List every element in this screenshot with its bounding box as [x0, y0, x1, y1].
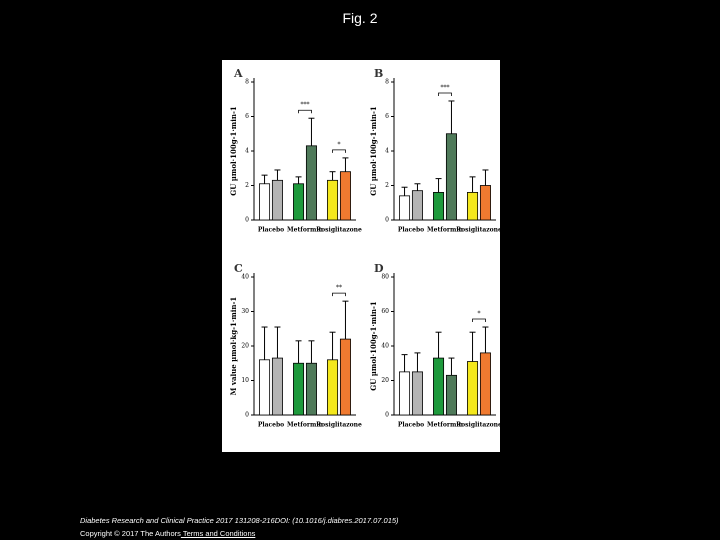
y-tick-label: 30: [241, 308, 249, 315]
y-tick-label: 20: [381, 377, 389, 384]
significance-bracket: [438, 92, 452, 96]
bar: [399, 371, 411, 416]
y-tick-label: 2: [245, 182, 249, 189]
bar: [479, 352, 491, 416]
caption: Diabetes Research and Clinical Practice …: [80, 516, 399, 525]
bar: [411, 190, 423, 221]
x-tick-label: Placebo: [398, 227, 424, 234]
bar: [271, 179, 283, 221]
bar: [293, 362, 305, 416]
bar: [293, 183, 305, 221]
y-tick-label: 0: [385, 412, 389, 419]
y-tick-label: 8: [385, 79, 389, 86]
bar: [399, 195, 411, 221]
bar: [339, 171, 351, 221]
bar: [467, 191, 479, 221]
bar: [327, 179, 339, 221]
y-tick-label: 2: [385, 182, 389, 189]
significance-label: *: [338, 141, 341, 148]
bar: [327, 359, 339, 416]
y-tick-label: 40: [241, 274, 249, 281]
y-tick-label: 8: [245, 79, 249, 86]
y-tick-label: 0: [245, 217, 249, 224]
bar: [433, 357, 445, 416]
bar: [445, 374, 457, 416]
significance-bracket: [332, 292, 346, 297]
y-axis-label: GU µmol·100g-1·min-1: [369, 301, 378, 391]
y-tick-label: 60: [381, 308, 389, 315]
copyright-line: Copyright © 2017 The Authors Terms and C…: [80, 529, 255, 538]
bar: [411, 371, 423, 416]
panel-letter: A: [233, 67, 243, 80]
y-tick-label: 6: [245, 113, 249, 120]
significance-bracket: [298, 109, 312, 114]
bar: [339, 338, 351, 416]
bar: [433, 191, 445, 221]
panel-letter: B: [374, 67, 383, 80]
y-tick-label: 0: [385, 217, 389, 224]
significance-label: ***: [301, 102, 310, 109]
bar: [305, 145, 317, 221]
x-tick-label: Rosiglitazone: [316, 422, 362, 429]
panel-letter: C: [234, 262, 243, 275]
x-tick-label: Metformin: [287, 422, 324, 429]
significance-label: **: [336, 285, 342, 292]
copyright: Copyright © 2017 The Authors: [80, 529, 181, 538]
y-axis-label: GU µmol·100g-1·min-1: [369, 106, 378, 196]
terms-link[interactable]: Terms and Conditions: [180, 529, 256, 538]
x-tick-label: Rosiglitazone: [456, 227, 500, 234]
y-tick-label: 40: [381, 343, 389, 350]
bar: [259, 183, 271, 221]
y-axis-label: M value µmol·kg-1·min-1: [229, 297, 238, 396]
x-tick-label: Rosiglitazone: [316, 227, 362, 234]
bar: [467, 361, 479, 416]
y-tick-label: 4: [385, 148, 389, 155]
bar: [445, 133, 457, 221]
y-tick-label: 80: [381, 274, 389, 281]
bar: [479, 185, 491, 221]
bar: [259, 359, 271, 416]
x-tick-label: Placebo: [258, 422, 284, 429]
panel-letter: D: [374, 262, 384, 275]
y-tick-label: 10: [241, 377, 249, 384]
y-tick-label: 6: [385, 113, 389, 120]
y-tick-label: 20: [241, 343, 249, 350]
x-tick-label: Placebo: [398, 422, 424, 429]
x-tick-label: Metformin: [427, 422, 464, 429]
y-tick-label: 4: [245, 148, 249, 155]
significance-bracket: [332, 149, 346, 153]
y-tick-label: 0: [245, 412, 249, 419]
significance-bracket: [472, 318, 486, 323]
significance-label: *: [478, 311, 481, 318]
slide-title: Fig. 2: [342, 10, 378, 26]
x-tick-label: Metformin: [287, 227, 324, 234]
x-tick-label: Placebo: [258, 227, 284, 234]
x-tick-label: Metformin: [427, 227, 464, 234]
bar: [271, 357, 283, 416]
y-axis-label: GU µmol·100g-1·min-1: [229, 106, 238, 196]
bar: [305, 362, 317, 416]
x-tick-label: Rosiglitazone: [456, 422, 500, 429]
significance-label: ***: [441, 84, 450, 91]
